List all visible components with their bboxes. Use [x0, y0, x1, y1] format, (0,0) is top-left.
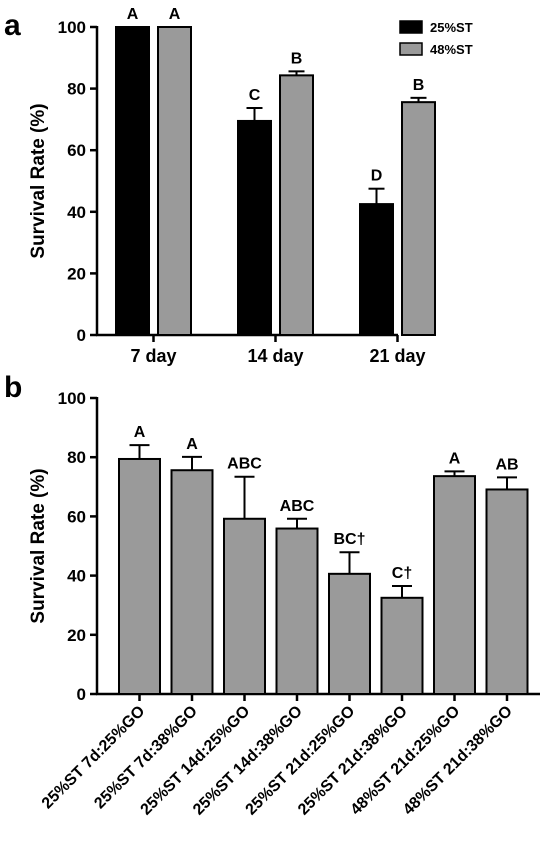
a-sig-label-0-0: A	[127, 6, 139, 23]
a-bar-1-1	[279, 74, 314, 337]
b-bar-2-0	[223, 517, 266, 695]
a-sig-label-2-0: D	[371, 168, 383, 185]
a-legend-label-1: 48%ST	[430, 42, 473, 57]
b-y-tick-label-80: 80	[67, 448, 86, 467]
a-legend-swatch-1	[399, 42, 423, 56]
b-bar-5-0	[380, 596, 424, 695]
b-sig-label-7-0: AB	[495, 456, 518, 473]
a-y-tick-label-100: 100	[58, 18, 86, 37]
b-y-tick-label-40: 40	[67, 567, 86, 586]
b-sig-label-1-0: A	[186, 436, 198, 453]
panel-letter-b: b	[4, 371, 22, 404]
b-sig-label-0-0: A	[134, 424, 146, 441]
b-y-tick-label-0: 0	[77, 685, 86, 704]
b-bar-1-0	[170, 469, 214, 695]
a-y-axis-label: Survival Rate (%)	[28, 103, 49, 258]
a-y-tick-label-40: 40	[67, 203, 86, 222]
a-legend-label-0: 25%ST	[430, 20, 473, 35]
a-bar-2-0	[359, 203, 394, 336]
b-y-axis-label: Survival Rate (%)	[28, 468, 49, 623]
b-x-tick-label-0: 25%ST 7d:25%GO	[39, 703, 148, 812]
b-y-tick-label-20: 20	[67, 626, 86, 645]
a-x-tick-label-0: 7 day	[130, 346, 176, 366]
a-sig-label-1-1: B	[291, 50, 303, 67]
b-sig-label-6-0: A	[449, 450, 461, 467]
a-sig-label-1-0: C	[249, 87, 261, 104]
a-y-tick-label-0: 0	[77, 326, 86, 345]
b-sig-label-5-0: C†	[392, 565, 412, 582]
b-bar-6-0	[433, 475, 476, 696]
b-bar-4-0	[328, 572, 371, 695]
a-bar-0-1	[157, 26, 192, 336]
panel-letter-a: a	[4, 9, 21, 42]
b-y-tick-label-60: 60	[67, 507, 86, 526]
a-bar-0-0	[115, 26, 150, 336]
a-y-tick-label-60: 60	[67, 141, 86, 160]
a-x-tick-label-1: 14 day	[247, 346, 303, 366]
b-bar-0-0	[118, 457, 161, 696]
b-bar-7-0	[485, 488, 529, 695]
a-bar-1-0	[237, 119, 272, 336]
b-bar-3-0	[275, 527, 319, 696]
b-y-tick-label-100: 100	[58, 389, 86, 408]
a-y-tick-label-80: 80	[67, 80, 86, 99]
a-bar-2-1	[401, 101, 436, 337]
a-x-tick-label-2: 21 day	[369, 346, 425, 366]
b-sig-label-3-0: ABC	[280, 498, 315, 515]
a-y-tick-label-20: 20	[67, 264, 86, 283]
b-x-tick-label-1: 25%ST 7d:38%GO	[91, 703, 200, 812]
a-sig-label-0-1: A	[169, 6, 181, 23]
b-sig-label-2-0: ABC	[227, 456, 262, 473]
a-legend-swatch-0	[399, 20, 423, 34]
b-sig-label-4-0: BC†	[333, 531, 365, 548]
a-sig-label-2-1: B	[413, 77, 425, 94]
